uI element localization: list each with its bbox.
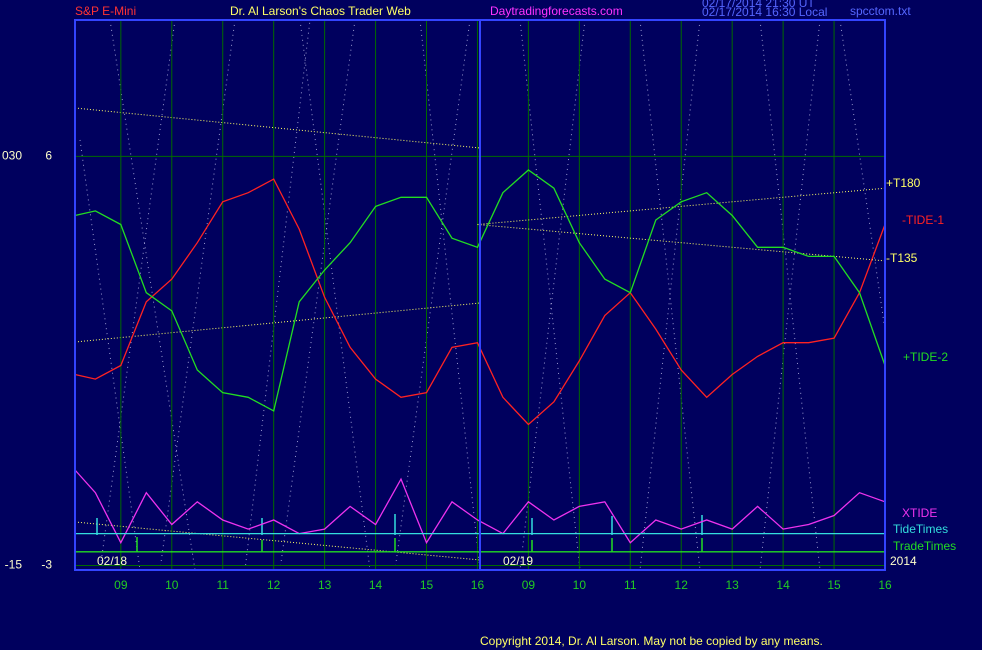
x-tick-label: 09 bbox=[114, 578, 128, 592]
legend-label: TradeTimes bbox=[893, 539, 956, 553]
series-line bbox=[74, 469, 886, 545]
x-tick-label: 12 bbox=[675, 578, 689, 592]
year-label: 2014 bbox=[890, 554, 917, 568]
instrument: S&P E-Mini bbox=[75, 4, 136, 18]
y2-tick-label: -15 bbox=[5, 558, 23, 572]
x-tick-label: 10 bbox=[573, 578, 587, 592]
x-tick-label: 09 bbox=[522, 578, 536, 592]
x-tick-label: 14 bbox=[369, 578, 383, 592]
website: Daytradingforecasts.com bbox=[490, 4, 623, 18]
legend-label: -TIDE-1 bbox=[902, 213, 944, 227]
y-tick-label: -3 bbox=[41, 558, 52, 572]
tide-spikes bbox=[96, 514, 703, 535]
timestamp: 02/17/2014 21:30 UT bbox=[702, 0, 815, 10]
trade-spikes bbox=[136, 537, 703, 552]
legend-label: +TIDE-2 bbox=[903, 350, 948, 364]
copyright: Copyright 2014, Dr. Al Larson. May not b… bbox=[480, 634, 823, 648]
x-tick-label: 16 bbox=[878, 578, 892, 592]
x-tick-label: 15 bbox=[827, 578, 841, 592]
channel-line bbox=[74, 107, 481, 149]
x-tick-label: 13 bbox=[318, 578, 332, 592]
x-tick-label: 11 bbox=[217, 578, 230, 592]
series-line bbox=[74, 178, 886, 426]
date-label: 02/19 bbox=[503, 554, 533, 568]
legend-label: -T135 bbox=[886, 251, 918, 265]
x-tick-label: 11 bbox=[624, 578, 637, 592]
time-spikes bbox=[96, 514, 703, 552]
channel-lines bbox=[74, 107, 481, 561]
x-tick-label: 12 bbox=[267, 578, 281, 592]
y-tick-label: 6 bbox=[45, 149, 52, 163]
timestamp: 02/17/2014 16:30 Local bbox=[702, 5, 827, 19]
series-lines bbox=[74, 169, 886, 553]
chart-title: Dr. Al Larson's Chaos Trader Web bbox=[230, 4, 411, 18]
date-label: 02/18 bbox=[97, 554, 127, 568]
filename: spcctom.txt bbox=[850, 4, 911, 18]
x-tick-label: 16 bbox=[471, 578, 485, 592]
series-line bbox=[477, 187, 886, 225]
legend-label: XTIDE bbox=[902, 506, 937, 520]
x-tick-label: 13 bbox=[725, 578, 739, 592]
y2-tick-label: 030 bbox=[2, 149, 22, 163]
x-tick-label: 14 bbox=[776, 578, 790, 592]
channel-line bbox=[74, 302, 481, 343]
series-line bbox=[477, 224, 886, 262]
x-tick-label: 10 bbox=[165, 578, 179, 592]
legend-label: +T180 bbox=[886, 176, 921, 190]
series-line bbox=[74, 169, 886, 412]
x-tick-label: 15 bbox=[420, 578, 434, 592]
legend-label: TideTimes bbox=[893, 522, 948, 536]
